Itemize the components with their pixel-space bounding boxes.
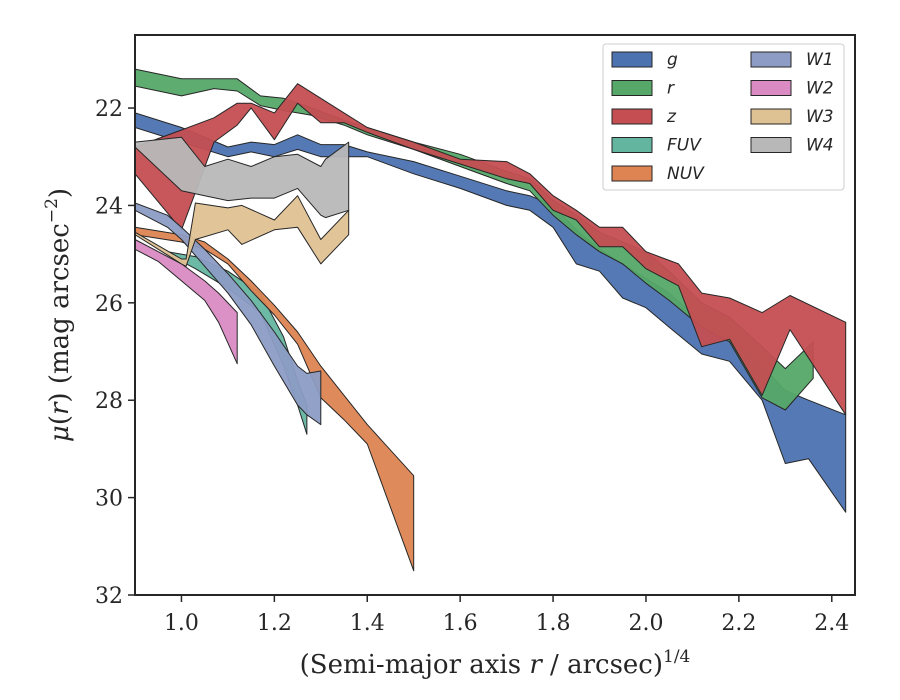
y-axis-title-var: r [45,401,75,415]
legend-label-w2: W2 [806,79,834,99]
x-axis-title: (Semi-major axis r / arcsec)1/4 [300,647,691,680]
legend-swatch-w1 [750,51,792,68]
y-tick-label: 26 [95,292,123,317]
legend-swatch-g [611,51,653,68]
series-band-g [135,112,847,513]
legend-swatch-fuv [611,137,653,153]
y-tick-label: 30 [95,487,123,512]
y-axis-title-end: ) [45,188,75,198]
y-axis-title-open: ( [45,415,75,425]
x-tick-label: 1.2 [257,611,292,636]
x-tick-label: 1.8 [536,611,571,636]
legend-label-w1: W1 [806,50,834,70]
series-band-w3 [135,195,350,267]
x-axis-title-prefix: (Semi-major axis [300,650,530,680]
legend-label-w4: W4 [806,136,834,156]
y-axis-title-exponent: −2 [42,198,62,223]
legend: grz FUV NUV W1 W2 W3 W4 [602,43,845,191]
legend-swatch-w2 [750,80,792,96]
series-band-w4 [135,136,350,219]
series-bands [135,68,847,572]
x-axis-title-var: r [529,650,543,680]
x-tick-label: 1.4 [350,611,385,636]
y-axis-title-close: ) [45,392,75,402]
legend-label-w3: W3 [806,107,834,127]
y-axis-title: μ(r) (mag arcsec−2) [42,188,75,442]
legend-label-z: z [666,107,677,127]
legend-label-g: g [667,50,678,70]
x-tick-label: 1.0 [164,611,199,636]
legend-swatch-z [611,108,653,125]
legend-swatch-r [611,80,653,96]
legend-swatch-nuv [611,165,653,182]
plot-frame [134,34,856,596]
y-tick-label: 32 [95,584,123,609]
y-tick-label: 22 [95,97,123,122]
x-tick-label: 2.4 [814,611,849,636]
y-axis-ticks: 22 24 26 28 30 32 [95,97,135,609]
x-axis-title-exponent: 1/4 [663,647,690,667]
series-band-z [135,83,847,416]
legend-label-fuv: FUV [667,136,702,156]
x-axis-title-suffix: / arcsec) [542,650,663,680]
legend-label-r: r [667,79,675,99]
x-axis-ticks: 1.0 1.2 1.4 1.6 1.8 2.0 2.2 2.4 [164,595,849,636]
x-tick-label: 1.6 [443,611,478,636]
legend-label-nuv: NUV [667,164,705,184]
x-tick-label: 2.2 [721,611,756,636]
series-band-nuv [135,226,415,572]
y-axis-title-mu: μ [45,425,75,442]
legend-swatch-w3 [750,108,792,125]
y-axis-title-unit: (mag arcsec [45,223,75,392]
legend-swatch-w4 [750,137,792,153]
y-tick-label: 28 [95,389,123,414]
y-tick-label: 24 [95,194,123,219]
x-tick-label: 2.0 [628,611,663,636]
